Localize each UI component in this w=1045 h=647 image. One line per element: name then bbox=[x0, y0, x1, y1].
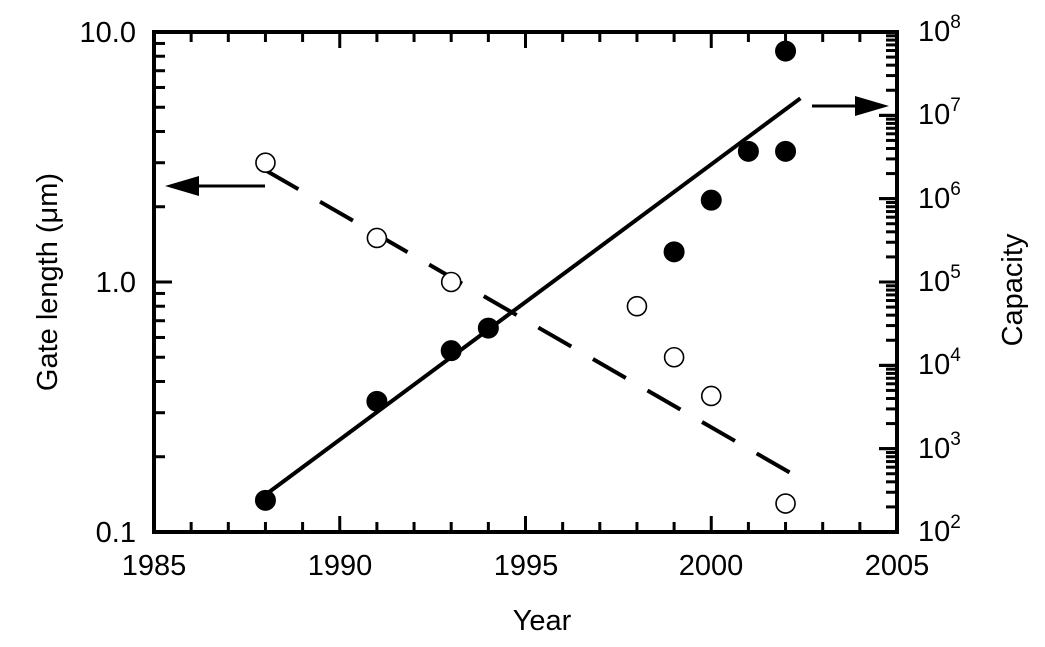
left-y-tick-labels: 0.1 1.0 10.0 bbox=[80, 17, 136, 549]
y-right-tick-label: 107 bbox=[918, 95, 961, 131]
right-y-tick-labels: 102 103 104 105 106 107 108 bbox=[918, 12, 961, 548]
x-tick-label: 1995 bbox=[494, 550, 559, 582]
y-right-tick-label: 102 bbox=[918, 512, 961, 548]
gate-length-data-point bbox=[663, 346, 685, 368]
y-right-tick-label: 106 bbox=[918, 179, 961, 215]
capacity-data-point bbox=[737, 140, 759, 162]
data-points bbox=[254, 40, 797, 514]
left-y-axis-title: Gate length (μm) bbox=[32, 173, 64, 391]
capacity-data-point bbox=[663, 241, 685, 263]
y-tick-label: 0.1 bbox=[96, 517, 136, 549]
right-axis-arrow-icon bbox=[812, 96, 889, 116]
capacity-data-point bbox=[477, 317, 499, 339]
left-axis-arrow-icon bbox=[165, 176, 265, 196]
plot-frame bbox=[152, 30, 899, 534]
capacity-data-point bbox=[440, 340, 462, 362]
y-right-tick-label: 105 bbox=[918, 262, 961, 298]
y-right-tick-label: 104 bbox=[918, 345, 961, 381]
capacity-data-point bbox=[366, 390, 388, 412]
y-right-tick-label: 103 bbox=[918, 429, 961, 465]
x-tick-label: 2000 bbox=[679, 550, 744, 582]
gate-length-data-point bbox=[626, 295, 648, 317]
gate-length-data-point bbox=[366, 227, 388, 249]
x-tick-label: 2005 bbox=[865, 550, 930, 582]
right-y-axis-title: Capacity bbox=[997, 233, 1029, 346]
gate-length-data-point bbox=[775, 493, 796, 514]
x-axis-tick-labels: 1985 1990 1995 2000 2005 bbox=[122, 550, 930, 582]
capacity-trend-line bbox=[264, 96, 802, 497]
y-tick-label: 1.0 bbox=[96, 267, 136, 299]
capacity-data-point bbox=[775, 140, 797, 162]
capacity-data-point bbox=[254, 489, 276, 511]
y-tick-label: 10.0 bbox=[80, 17, 136, 49]
y-right-tick-label: 108 bbox=[918, 12, 961, 48]
gate-length-data-point bbox=[440, 271, 462, 293]
gate-length-data-point bbox=[700, 385, 722, 407]
x-tick-label: 1990 bbox=[308, 550, 373, 582]
x-tick-label: 1985 bbox=[122, 550, 187, 582]
capacity-data-point bbox=[700, 189, 722, 211]
gate-length-trend-line bbox=[264, 168, 794, 477]
x-axis-title: Year bbox=[513, 605, 572, 637]
gate-length-data-point bbox=[255, 152, 276, 174]
capacity-data-point bbox=[775, 40, 797, 62]
